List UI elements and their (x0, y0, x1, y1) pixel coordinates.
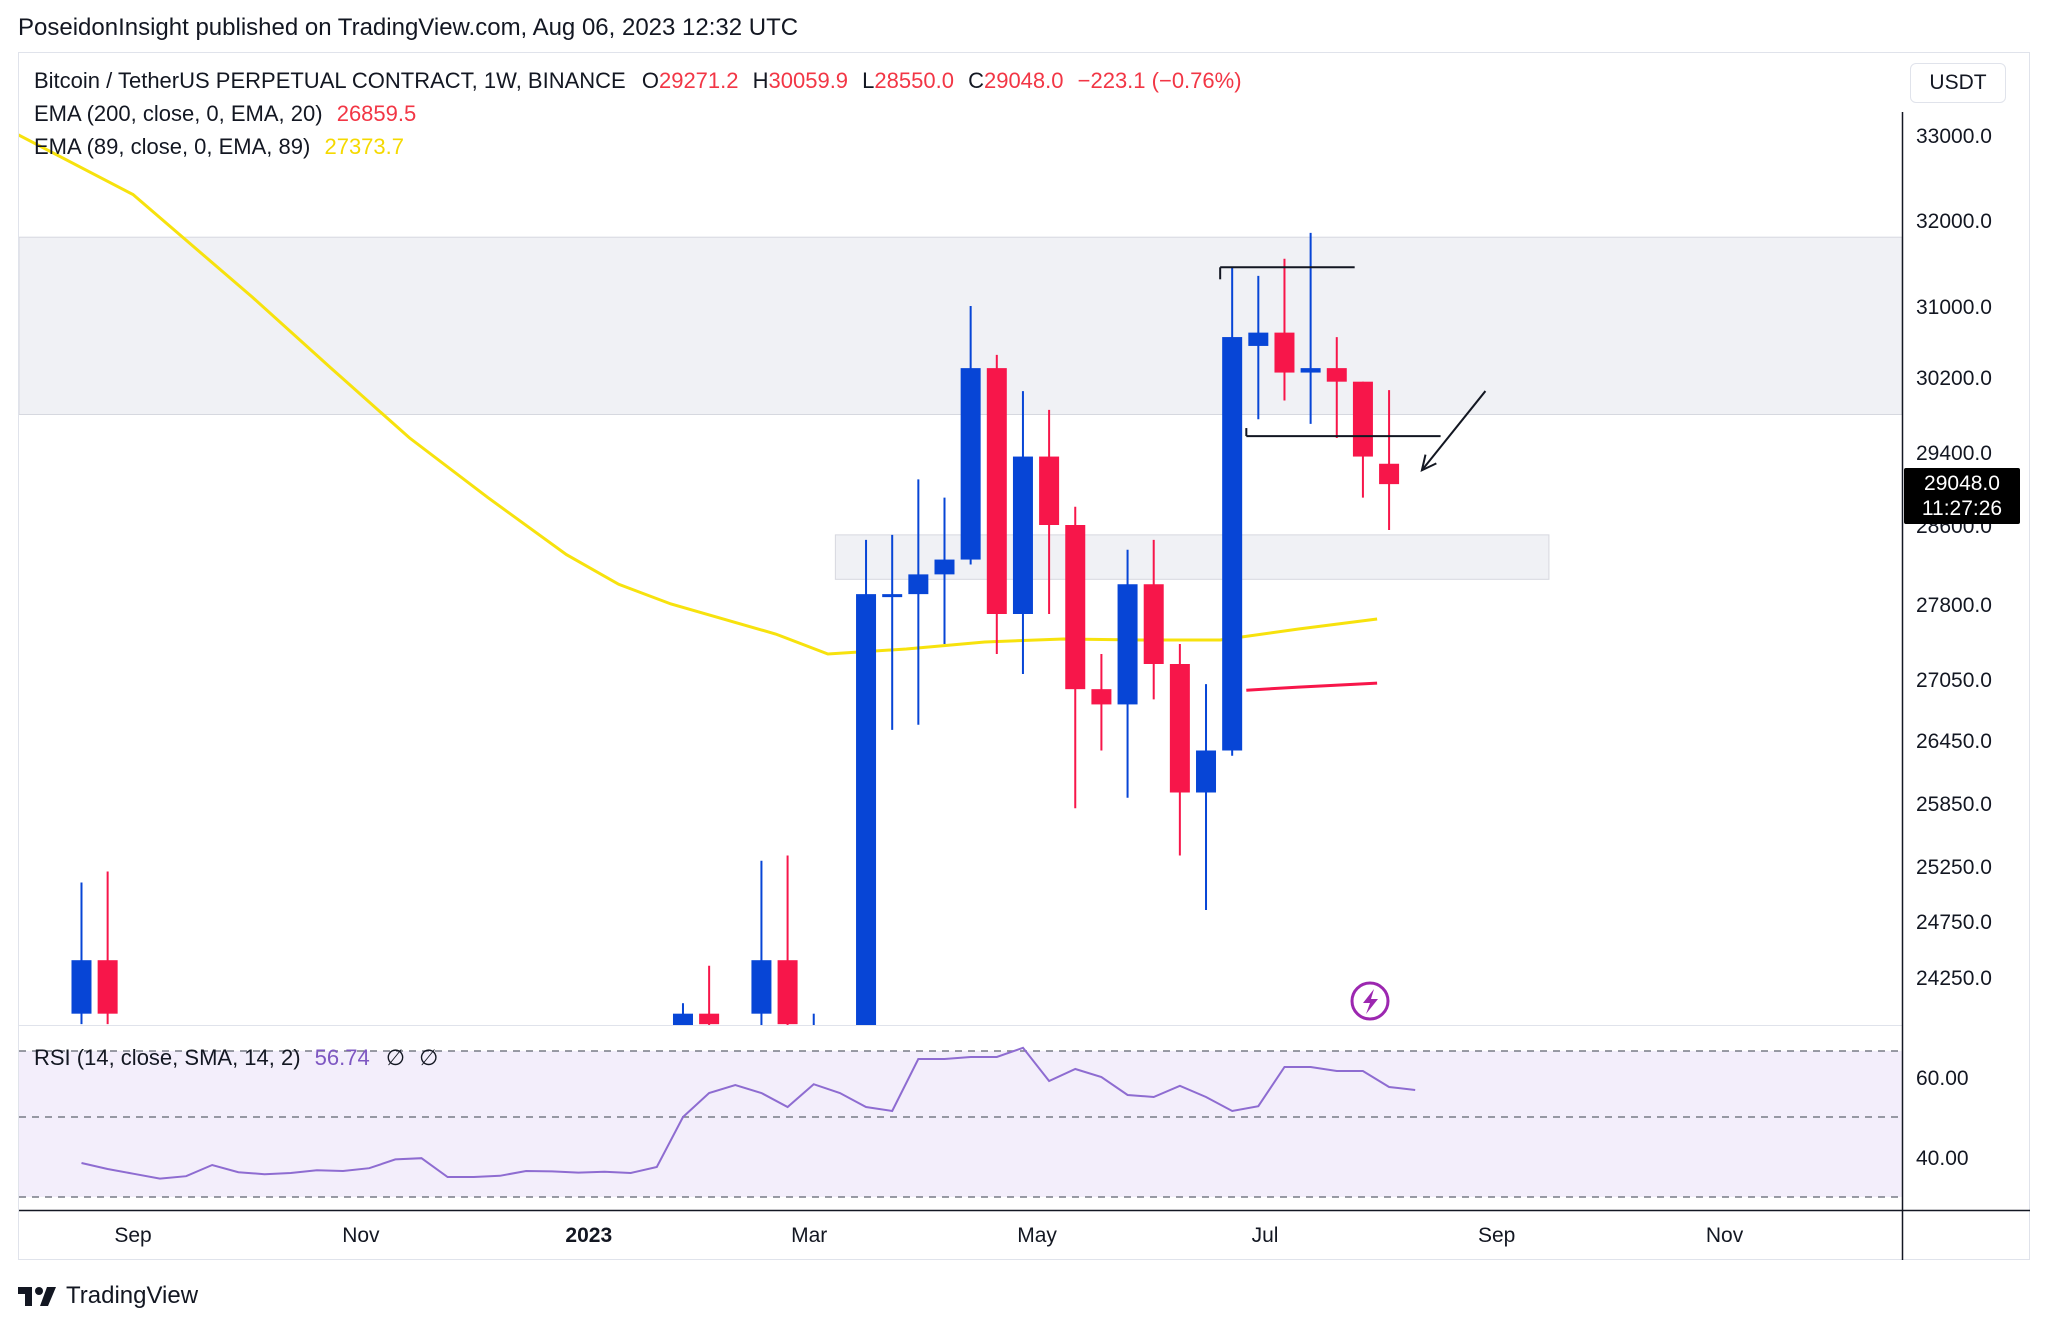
candle-body-6 (804, 1035, 824, 1045)
close-value: 29048.0 (983, 68, 1064, 93)
ema200-value: 26859.5 (336, 101, 417, 126)
time-tick-1: Nov (342, 1224, 380, 1247)
currency-button[interactable]: USDT (1910, 63, 2006, 103)
candle-body-2 (672, 1013, 693, 1025)
candle-body-13 (1012, 456, 1033, 614)
tradingview-brand[interactable]: TradingView (18, 1282, 198, 1310)
candle-body-20 (1196, 750, 1217, 793)
arrow-head (1420, 454, 1437, 473)
low-label: L (862, 68, 875, 93)
price-tick-6: 27800.0 (1916, 594, 1992, 617)
price-tick-9: 25850.0 (1916, 793, 1992, 816)
time-tick-3: Mar (791, 1224, 827, 1247)
candle-body-7 (856, 594, 877, 1025)
tradingview-logo-icon (18, 1287, 56, 1306)
price-tick-0: 33000.0 (1916, 125, 1992, 148)
ema89-legend[interactable]: EMA (89, close, 0, EMA, 89) 27373.7 (34, 134, 404, 160)
last-price-tag: 29048.0 11:27:26 (1904, 468, 2020, 524)
brand-name: TradingView (66, 1282, 199, 1309)
candle-body-17 (1117, 584, 1138, 705)
rsi-legend[interactable]: RSI (14, close, SMA, 14, 2) 56.74 ∅ ∅ (34, 1045, 438, 1071)
lightning-icon[interactable] (1350, 981, 1390, 1021)
price-tick-4: 29400.0 (1916, 442, 1992, 465)
close-label: C (968, 68, 984, 93)
publisher-line: PoseidonInsight published on TradingView… (18, 14, 799, 41)
candle-body-24 (1300, 368, 1321, 373)
ema200-line (1246, 681, 1378, 692)
ema89-value: 27373.7 (324, 134, 404, 159)
rsi-tick-0: 60.00 (1916, 1067, 1969, 1090)
ema200-label: EMA (200, close, 0, EMA, 20) (34, 101, 323, 126)
candle-body-5 (777, 960, 798, 1025)
change-value: −223.1 (−0.76%) (1077, 68, 1242, 93)
rsi-line (81, 1046, 1416, 1180)
low-value: 28550.0 (874, 68, 954, 93)
candle-body-22 (1248, 332, 1269, 346)
ema200-legend[interactable]: EMA (200, close, 0, EMA, 20) 26859.5 (34, 101, 416, 127)
open-value: 29271.2 (658, 68, 739, 93)
rsi-label: RSI (14, close, SMA, 14, 2) (34, 1045, 301, 1070)
candle-body-4 (751, 960, 772, 1014)
candle-body-23 (1274, 332, 1295, 373)
ema89-label: EMA (89, close, 0, EMA, 89) (34, 134, 311, 159)
candle-body-0 (71, 960, 92, 1014)
price-tick-12: 24250.0 (1916, 967, 1992, 990)
candle-body-16 (1091, 689, 1112, 705)
candle-body-10 (934, 559, 955, 575)
time-tick-6: Sep (1478, 1224, 1515, 1247)
candle-body-15 (1065, 525, 1086, 690)
time-tick-7: Nov (1706, 1224, 1744, 1247)
bar-countdown: 11:27:26 (1921, 497, 2003, 520)
candle-body-18 (1143, 584, 1164, 664)
candle-body-21 (1222, 337, 1243, 751)
time-tick-0: Sep (114, 1224, 151, 1247)
price-tick-7: 27050.0 (1916, 669, 1992, 692)
rsi-na-2: ∅ (419, 1045, 439, 1070)
high-label: H (752, 68, 769, 93)
zone-0 (19, 236, 1902, 415)
symbol-legend: Bitcoin / TetherUS PERPETUAL CONTRACT, 1… (34, 68, 1242, 94)
candle-body-26 (1352, 381, 1373, 457)
time-tick-2: 2023 (565, 1224, 612, 1247)
arrow-line (1421, 390, 1487, 471)
time-tick-4: May (1017, 1224, 1057, 1247)
time-tick-5: Jul (1252, 1224, 1279, 1247)
candle-body-1 (97, 960, 118, 1014)
rsi-band-fill (19, 1051, 1902, 1197)
price-tick-3: 30200.0 (1916, 367, 1992, 390)
candle-body-27 (1379, 463, 1400, 485)
price-tick-2: 31000.0 (1916, 296, 1992, 319)
open-label: O (641, 68, 659, 93)
price-tick-10: 25250.0 (1916, 856, 1992, 879)
last-price: 29048.0 (1924, 472, 2000, 495)
candle-body-11 (960, 368, 981, 560)
price-tick-8: 26450.0 (1916, 730, 1992, 753)
high-value: 30059.9 (768, 68, 849, 93)
candle-body-3 (699, 1013, 720, 1025)
rsi-value: 56.74 (314, 1045, 370, 1070)
candle-body-25 (1326, 368, 1347, 382)
candle-body-19 (1169, 664, 1190, 793)
candle-body-14 (1039, 456, 1060, 525)
candle-body-12 (986, 368, 1007, 614)
chart-frame (18, 52, 2030, 1260)
rsi-na-1: ∅ (385, 1045, 406, 1070)
price-tick-1: 32000.0 (1916, 210, 1992, 233)
rsi-tick-1: 40.00 (1916, 1147, 1969, 1170)
price-tick-11: 24750.0 (1916, 911, 1992, 934)
candle-body-9 (908, 574, 929, 595)
candle-body-8 (882, 594, 903, 598)
symbol-title[interactable]: Bitcoin / TetherUS PERPETUAL CONTRACT, 1… (34, 68, 626, 93)
